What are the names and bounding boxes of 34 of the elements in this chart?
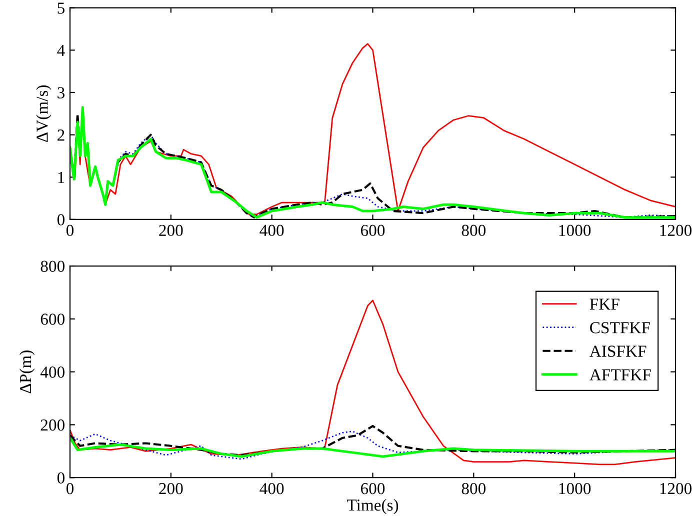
x-tick-label: 600: [360, 482, 385, 494]
line-series: [70, 436, 676, 458]
y-tick-label: 5: [58, 2, 64, 14]
x-tick-label: 1000: [559, 482, 591, 494]
legend-label: FKF: [590, 298, 620, 310]
y-tick-label: 3: [58, 87, 64, 98]
y-tick-label: 1: [58, 172, 64, 183]
x-tick-label: 1200: [660, 224, 692, 236]
y-tick-label: 0: [57, 472, 65, 484]
y-tick-label: 0: [57, 214, 65, 226]
legend-label: CSTFKF: [590, 322, 650, 334]
y-tick-label: 800: [40, 260, 65, 272]
x-tick-label: 1000: [559, 224, 591, 236]
legend-label: AISFKF: [590, 346, 646, 357]
y-tick-label: 200: [40, 419, 65, 431]
x-tick-label: 800: [462, 482, 486, 494]
y-axis-title: ΔP(m): [19, 350, 35, 394]
y-tick-label: 4: [57, 44, 65, 56]
legend-label: AFTFKF: [590, 369, 651, 380]
y-tick-label: 400: [40, 366, 65, 378]
x-tick-label: 0: [66, 482, 74, 494]
y-tick-label: 600: [40, 314, 65, 325]
x-tick-label: 400: [260, 482, 284, 494]
x-tick-label: 800: [462, 224, 486, 236]
x-tick-label: 600: [360, 224, 385, 236]
x-tick-label: 0: [66, 224, 74, 236]
x-tick-label: 400: [260, 224, 284, 236]
y-tick-label: 2: [58, 130, 64, 141]
y-axis-title: ΔV(m/s): [36, 85, 52, 142]
x-tick-label: 200: [159, 482, 183, 494]
x-tick-label: 200: [159, 224, 183, 236]
line-series: [70, 300, 676, 466]
x-tick-label: 1200: [660, 482, 692, 494]
x-axis-title: Time(s): [346, 498, 398, 514]
